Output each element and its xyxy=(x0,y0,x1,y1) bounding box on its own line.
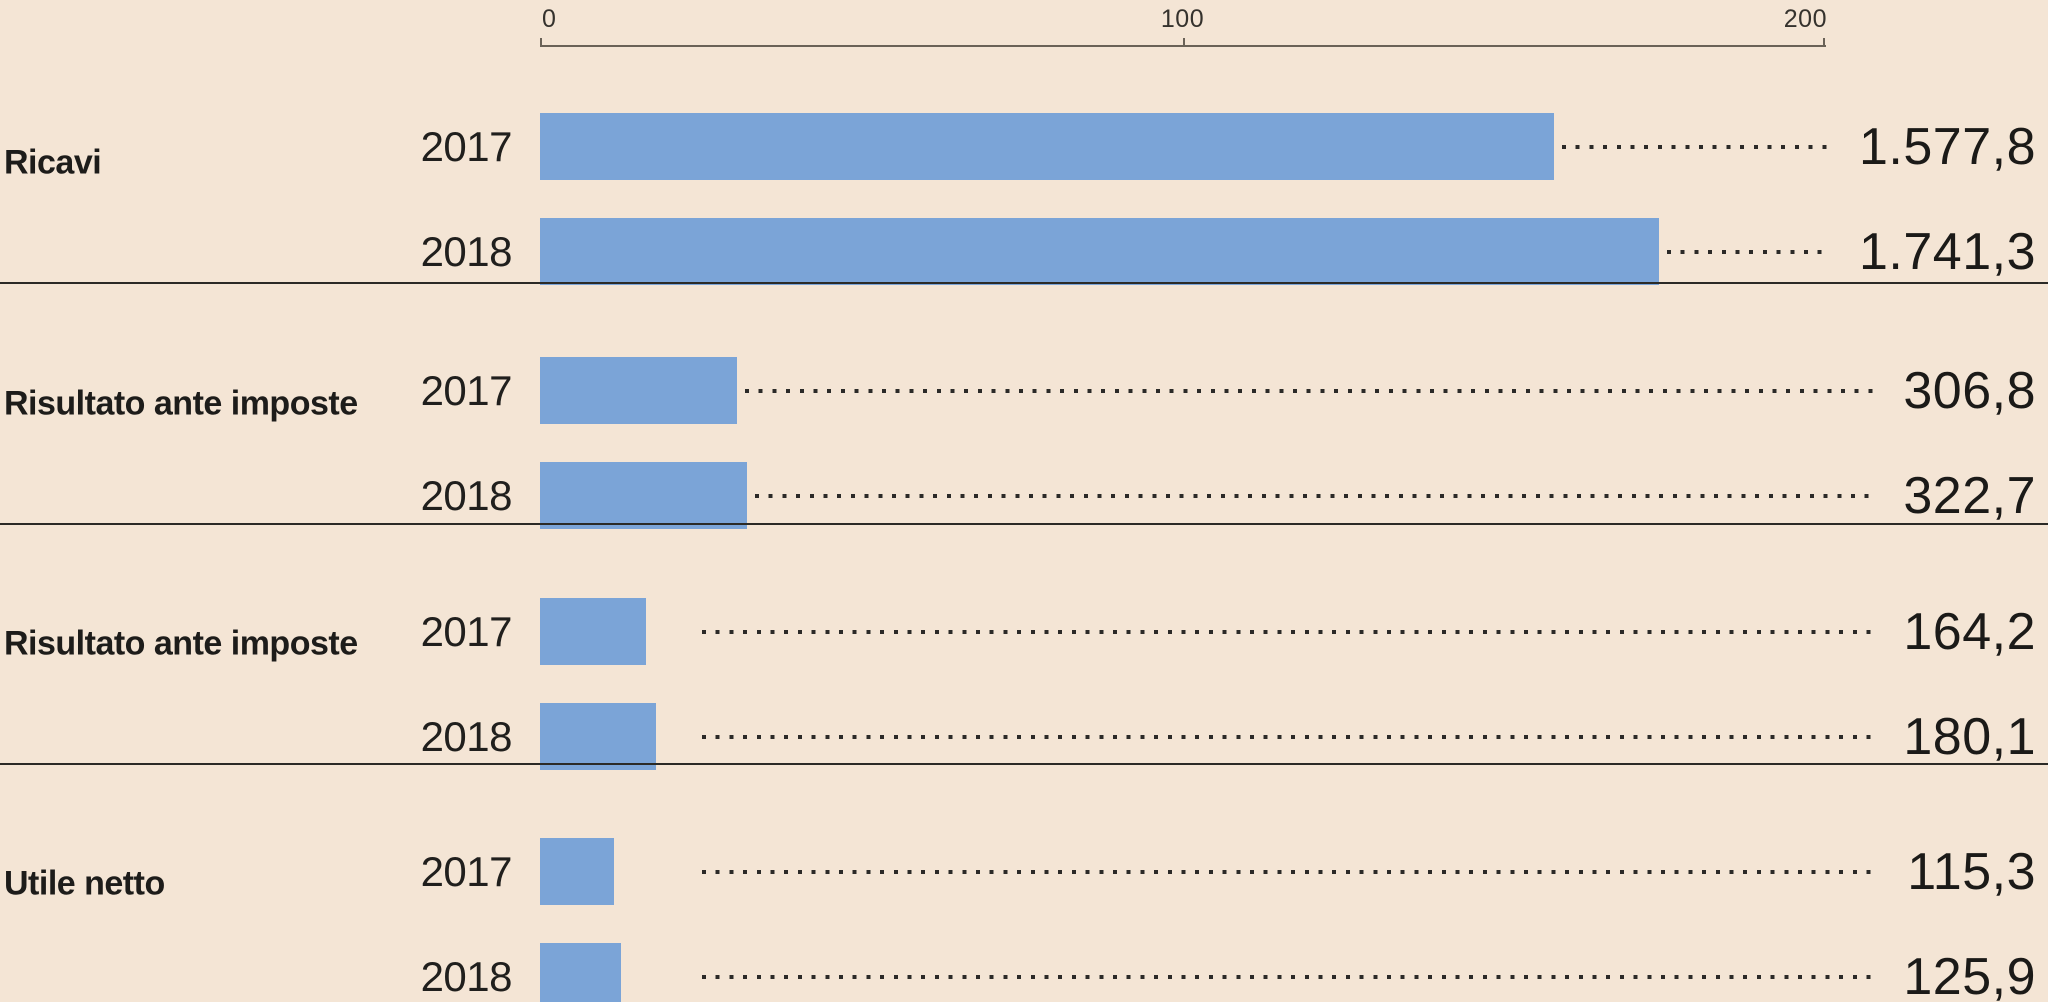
section-label: Risultato ante imposte xyxy=(4,384,358,422)
x-axis-line xyxy=(540,45,1826,47)
section-label: Ricavi xyxy=(4,143,102,182)
leader-dots-line xyxy=(701,869,1878,874)
chart-section: Risultato ante imposte 2017 164,2 2018 1… xyxy=(0,523,2048,770)
x-axis-tick xyxy=(540,38,542,46)
year-label: 2017 xyxy=(420,366,513,414)
leader-dots-line xyxy=(745,388,1874,393)
bar-row: 2017 115,3 xyxy=(0,838,2048,905)
chart-section: Ricavi 2017 1.577,8 2018 1.741,3 xyxy=(0,0,2048,285)
year-label: 2018 xyxy=(420,227,513,275)
year-label: 2017 xyxy=(420,847,513,895)
year-label: 2018 xyxy=(420,712,513,760)
x-axis-tick xyxy=(1182,38,1185,46)
bar xyxy=(540,838,615,905)
leader-dots-line xyxy=(1666,249,1829,254)
chart-section: Utile netto 2017 115,3 2018 125,9 xyxy=(0,763,2048,1002)
bar xyxy=(540,703,656,770)
year-label: 2018 xyxy=(420,952,513,1000)
bar xyxy=(540,943,621,1002)
leader-dots-line xyxy=(755,493,1874,498)
bar-row: 2017 306,8 xyxy=(0,357,2048,424)
x-axis-tick xyxy=(1823,38,1825,46)
leader-dots-line xyxy=(701,974,1874,979)
value-label: 115,3 xyxy=(1907,842,2036,901)
year-label: 2018 xyxy=(420,471,513,519)
value-label: 1.577,8 xyxy=(1859,117,2036,176)
value-label: 180,1 xyxy=(1903,707,2036,766)
x-axis-tick-label: 0 xyxy=(542,5,557,33)
bar-row: 2018 322,7 xyxy=(0,462,2048,529)
year-label: 2017 xyxy=(420,607,513,655)
bar-row: 2018 125,9 xyxy=(0,943,2048,1002)
bar xyxy=(540,218,1659,285)
value-label: 164,2 xyxy=(1903,602,2036,661)
bar xyxy=(540,113,1554,180)
leader-dots-line xyxy=(701,734,1874,739)
x-axis: 0 100 200 xyxy=(0,0,2048,47)
bar-row: 2018 180,1 xyxy=(0,703,2048,770)
section-label: Utile netto xyxy=(4,864,165,902)
leader-dots-line xyxy=(1561,144,1829,149)
value-label: 306,8 xyxy=(1903,361,2036,420)
x-axis-tick-label: 100 xyxy=(1160,5,1205,33)
year-label: 2017 xyxy=(420,122,513,170)
x-axis-tick-label: 200 xyxy=(1783,5,1827,33)
bar-row: 2018 1.741,3 xyxy=(0,218,2048,285)
bar-row: 2017 1.577,8 xyxy=(0,113,2048,180)
bar xyxy=(540,462,748,529)
value-label: 1.741,3 xyxy=(1859,222,2036,281)
bar-row: 2017 164,2 xyxy=(0,598,2048,665)
leader-dots-line xyxy=(702,629,1874,634)
bar xyxy=(540,357,738,424)
value-label: 322,7 xyxy=(1903,466,2036,525)
value-label: 125,9 xyxy=(1903,947,2036,1002)
bar xyxy=(540,598,646,665)
section-label: Risultato ante imposte xyxy=(4,624,358,663)
chart-section: Risultato ante imposte 2017 306,8 2018 3… xyxy=(0,282,2048,529)
